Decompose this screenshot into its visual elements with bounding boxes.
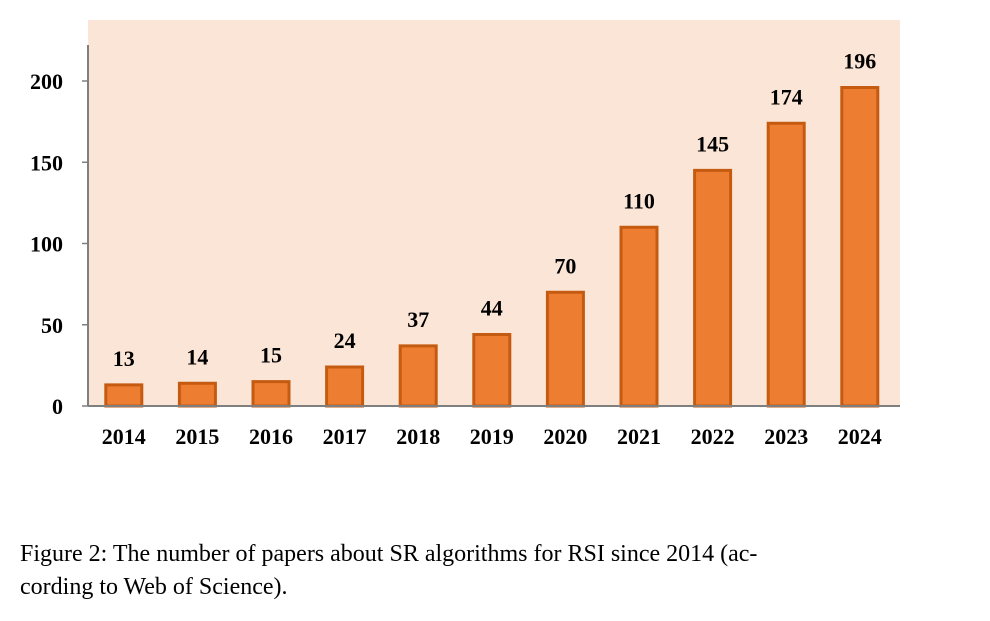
x-tick-label: 2014	[102, 424, 146, 449]
x-axis-ticks: 2014 2015 2016 2017 2018 2019 2020 2021 2022 2023…	[102, 424, 882, 449]
x-tick-label: 2017	[323, 424, 367, 449]
x-tick-label: 2019	[470, 424, 514, 449]
caption-line-1: Figure 2: The number of papers about SR …	[20, 541, 758, 567]
bar	[398, 344, 438, 408]
data-label: 110	[623, 188, 655, 213]
data-label: 145	[696, 131, 729, 156]
y-tick-label: 50	[41, 313, 63, 338]
bar	[766, 121, 806, 408]
data-label: 70	[554, 253, 576, 278]
caption-line-2: cording to Web of Science).	[20, 574, 288, 600]
y-tick-label: 200	[30, 69, 63, 94]
figure-caption: Figure 2: The number of papers about SR …	[20, 538, 920, 604]
bar	[177, 381, 217, 408]
x-tick-label: 2015	[175, 424, 219, 449]
data-label: 15	[260, 343, 282, 368]
x-tick-label: 2016	[249, 424, 293, 449]
data-label: 13	[113, 346, 135, 371]
bar	[104, 383, 144, 408]
bar	[251, 380, 291, 408]
y-tick-label: 100	[30, 232, 63, 257]
bar	[472, 333, 512, 408]
y-tick-label: 0	[52, 394, 63, 419]
x-tick-label: 2021	[617, 424, 661, 449]
y-tick-label: 150	[30, 150, 63, 175]
x-tick-label: 2022	[691, 424, 735, 449]
data-label: 37	[407, 307, 429, 332]
x-tick-label: 2020	[543, 424, 587, 449]
y-axis-ticks: 0 50 100 150 200	[30, 69, 88, 419]
bars	[104, 86, 880, 408]
data-labels: 13 14 15 24 37 44 70 110 145 174 196	[113, 49, 876, 371]
bar	[325, 365, 365, 408]
bar	[545, 290, 585, 408]
data-label: 196	[843, 49, 876, 74]
data-label: 24	[334, 328, 356, 353]
data-label: 174	[770, 84, 803, 109]
data-label: 14	[186, 344, 208, 369]
x-tick-label: 2024	[838, 424, 882, 449]
x-tick-label: 2018	[396, 424, 440, 449]
data-label: 44	[481, 296, 503, 321]
bar	[840, 86, 880, 408]
bar	[693, 168, 733, 408]
x-tick-label: 2023	[764, 424, 808, 449]
bar	[619, 225, 659, 408]
